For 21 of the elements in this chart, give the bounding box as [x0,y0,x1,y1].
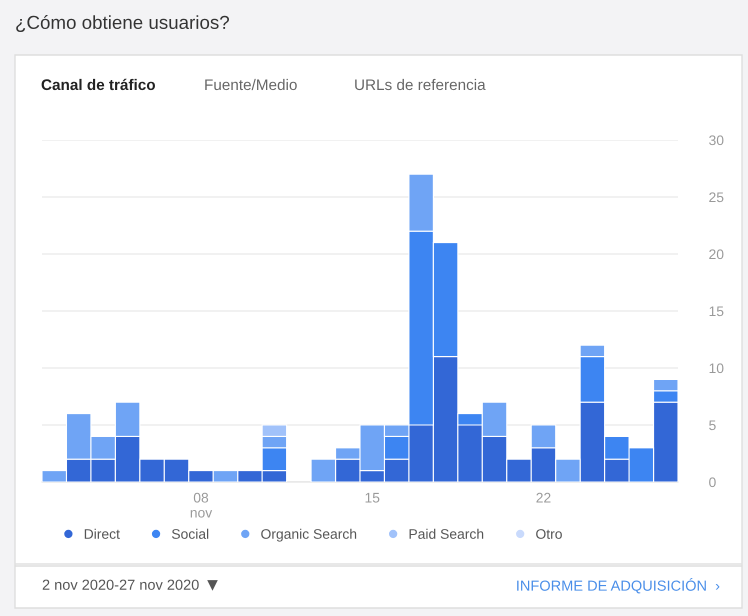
y-tick-label: 10 [710,363,724,374]
x-tick-label: 22 [536,492,550,502]
text: INFORME DE ADQUISICIÓN › [517,578,720,594]
chart-title: ¿Cómo obtiene usuarios? [16,15,230,32]
y-tick-label: 20 [709,249,724,260]
y-tick-label: 30 [709,135,724,146]
x-tick-label: 08 nov [190,492,212,518]
y-tick-label: 25 [709,192,724,202]
source-note: Fuente/Medio [205,78,297,90]
text: URLs de referencia [355,78,486,90]
y-tick-label: 0 [709,477,716,488]
legend-label: Otro [536,529,562,539]
legend-label: Social [172,528,208,539]
legend-label: Organic Search [261,528,356,542]
legend-label: Direct [84,528,120,539]
text: 2 nov 2020-27 nov 2020 [42,580,199,590]
y-tick-label: 15 [710,306,724,316]
y-tick-label: 5 [709,420,716,430]
text: Canal de tráfico [42,78,156,90]
legend-label: Paid Search [410,528,484,539]
x-tick-label: 15 [366,492,380,503]
